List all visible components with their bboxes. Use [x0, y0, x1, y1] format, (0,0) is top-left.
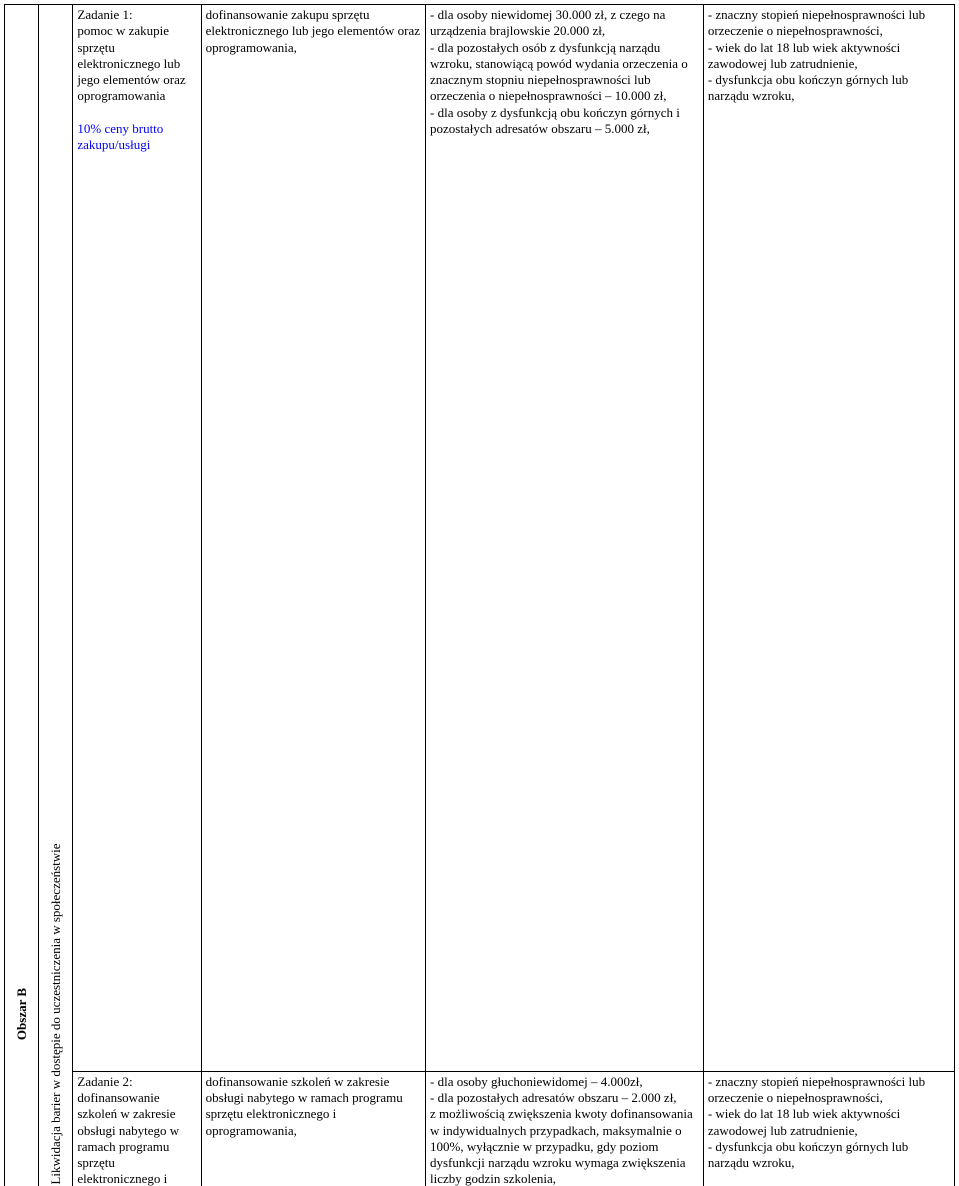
- table-row: Obszar B Likwidacja barier w dostępie do…: [5, 5, 955, 1072]
- document-page: Obszar B Likwidacja barier w dostępie do…: [0, 0, 959, 593]
- desc-cell: dofinansowanie szkoleń w zakresie obsług…: [201, 1071, 425, 1186]
- area-b-label: Obszar B: [13, 988, 29, 1040]
- desc-cell: dofinansowanie zakupu sprzętu elektronic…: [201, 5, 425, 1072]
- criteria-cell: - znaczny stopień niepełnosprawności lub…: [703, 1071, 954, 1186]
- area-title-cell: Likwidacja barier w dostępie do uczestni…: [39, 5, 73, 1186]
- task-text: Zadanie 1:pomoc w zakupie sprzętu elektr…: [77, 7, 185, 103]
- task-note: 10% ceny brutto zakupu/usługi: [77, 121, 163, 152]
- area-label-cell: Obszar B: [5, 5, 39, 1186]
- amount-cell: - dla osoby głuchoniewidomej – 4.000zł,-…: [426, 1071, 704, 1186]
- program-table: Obszar B Likwidacja barier w dostępie do…: [4, 4, 955, 1186]
- area-b-title: Likwidacja barier w dostępie do uczestni…: [48, 843, 64, 1184]
- criteria-cell: - znaczny stopień niepełnosprawności lub…: [703, 5, 954, 1072]
- task-cell: Zadanie 2:dofinansowanie szkoleń w zakre…: [73, 1071, 201, 1186]
- table-row: Zadanie 2:dofinansowanie szkoleń w zakre…: [5, 1071, 955, 1186]
- amount-cell: - dla osoby niewidomej 30.000 zł, z czeg…: [426, 5, 704, 1072]
- task-cell: Zadanie 1:pomoc w zakupie sprzętu elektr…: [73, 5, 201, 1072]
